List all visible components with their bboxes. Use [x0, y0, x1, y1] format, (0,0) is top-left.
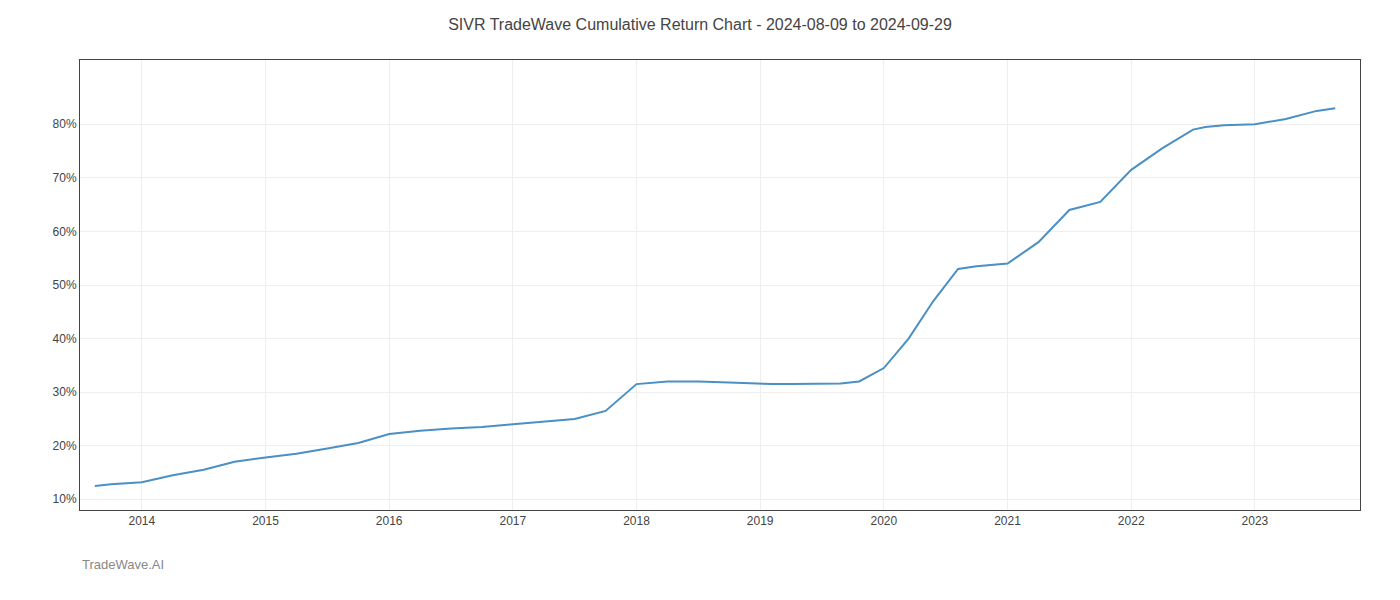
- svg-text:TradeWave.AI: TradeWave.AI: [82, 557, 164, 572]
- svg-text:30%: 30%: [53, 385, 77, 399]
- svg-text:60%: 60%: [53, 225, 77, 239]
- svg-text:2020: 2020: [871, 514, 898, 528]
- svg-text:2016: 2016: [376, 514, 403, 528]
- svg-text:70%: 70%: [53, 171, 77, 185]
- svg-text:2021: 2021: [994, 514, 1021, 528]
- svg-text:2015: 2015: [252, 514, 279, 528]
- svg-text:50%: 50%: [53, 278, 77, 292]
- svg-text:2017: 2017: [499, 514, 526, 528]
- svg-text:20%: 20%: [53, 439, 77, 453]
- svg-text:2018: 2018: [623, 514, 650, 528]
- svg-text:SIVR TradeWave Cumulative Retu: SIVR TradeWave Cumulative Return Chart -…: [448, 16, 952, 33]
- svg-text:2022: 2022: [1118, 514, 1145, 528]
- svg-text:2023: 2023: [1242, 514, 1269, 528]
- svg-text:2014: 2014: [128, 514, 155, 528]
- svg-text:80%: 80%: [53, 117, 77, 131]
- svg-text:10%: 10%: [53, 492, 77, 506]
- svg-text:2019: 2019: [747, 514, 774, 528]
- svg-text:40%: 40%: [53, 332, 77, 346]
